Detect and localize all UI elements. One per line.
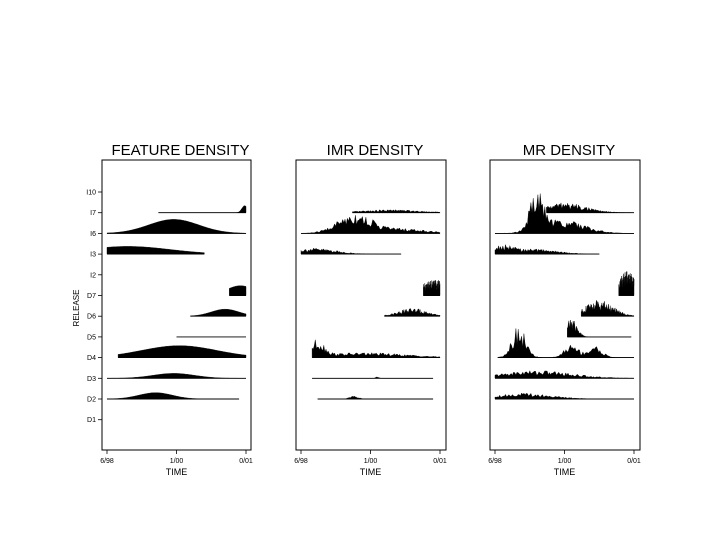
- y-tick-label: D3: [87, 376, 96, 383]
- x-tick-label: 0/01: [627, 458, 641, 465]
- density-area-D3: [107, 373, 246, 379]
- density-area-I3: [300, 247, 402, 255]
- x-axis-label: TIME: [554, 467, 576, 477]
- y-tick-label: I2: [90, 272, 96, 279]
- density-area-I6: [300, 215, 441, 234]
- panel-3: MR DENSITY 6/98 1/00 0/01 TIME: [488, 142, 641, 477]
- plot-frame: [295, 159, 447, 451]
- x-tick-label: 0/01: [433, 458, 447, 465]
- density-area-I6: [106, 219, 247, 234]
- density-area-D6: [190, 309, 247, 317]
- density-area-D3: [494, 370, 635, 379]
- panel-1: FEATURE DENSITY 6/98 1/00 0/01 TIME D1 D2 D3 D4 D…: [86, 142, 253, 477]
- density-area-D7: [423, 280, 441, 296]
- panel-2: IMR DENSITY 6/98 1/00 0/01 TIME: [294, 142, 447, 477]
- density-area-I7: [352, 209, 441, 213]
- x-tick-label: 6/98: [488, 458, 502, 465]
- y-tick-label: I7: [90, 210, 96, 217]
- x-tick-label: 6/98: [100, 458, 114, 465]
- density-area-I3: [106, 246, 205, 255]
- y-tick-label: I10: [86, 190, 96, 197]
- x-axis-label: TIME: [360, 467, 382, 477]
- y-axis-label: RELEASE: [72, 290, 81, 327]
- density-area-D6: [384, 308, 441, 317]
- density-area-D7: [618, 271, 635, 296]
- x-tick-label: 1/00: [558, 458, 572, 465]
- density-area-I6: [494, 193, 635, 234]
- density-area-I7: [158, 205, 247, 213]
- panel-title: MR DENSITY: [523, 142, 616, 159]
- x-tick-label: 0/01: [239, 458, 253, 465]
- density-area-D7: [229, 285, 247, 296]
- plot-frame: [101, 159, 252, 451]
- density-area-D2: [494, 392, 634, 400]
- y-tick-label: D4: [87, 355, 96, 362]
- density-area-D4: [311, 339, 441, 358]
- density-area-D6: [580, 299, 635, 317]
- y-tick-label: D5: [87, 334, 96, 341]
- density-area-D2: [317, 395, 434, 400]
- density-area-D4: [497, 328, 634, 358]
- y-tick-label: I6: [90, 231, 96, 238]
- x-tick-label: 6/98: [294, 458, 308, 465]
- density-area-D2: [106, 392, 240, 400]
- x-axis-label: TIME: [166, 467, 188, 477]
- x-tick-label: 1/00: [364, 458, 378, 465]
- y-tick-label: D1: [87, 417, 96, 424]
- y-tick-label: D6: [87, 314, 96, 321]
- density-area-D4: [117, 345, 247, 358]
- density-area-D5: [567, 320, 632, 338]
- y-tick-label: D7: [87, 293, 96, 300]
- density-area-I3: [494, 244, 600, 255]
- y-tick-label: D2: [87, 397, 96, 404]
- panel-title: FEATURE DENSITY: [111, 142, 249, 159]
- panel-title: IMR DENSITY: [327, 142, 424, 159]
- density-area-I7: [546, 202, 634, 213]
- plot-frame: [489, 159, 641, 451]
- y-tick-label: I3: [90, 252, 96, 259]
- density-area-D3: [312, 376, 434, 379]
- x-tick-label: 1/00: [170, 458, 184, 465]
